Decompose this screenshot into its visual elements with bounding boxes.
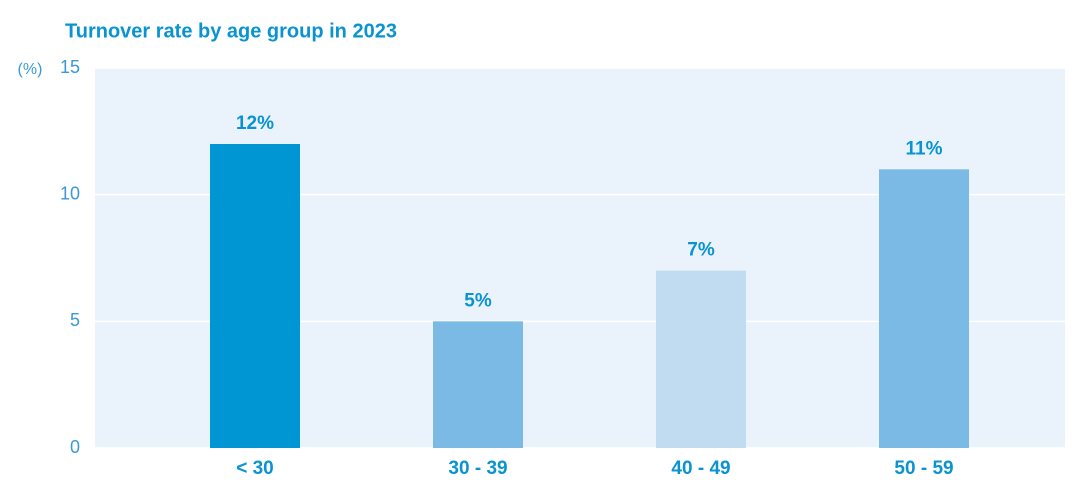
y-tick-label: 15 bbox=[60, 57, 80, 77]
x-tick-label: 30 - 39 bbox=[448, 458, 507, 479]
bar bbox=[210, 144, 300, 448]
value-label: 11% bbox=[906, 138, 943, 159]
x-tick-label: 50 - 59 bbox=[894, 458, 953, 479]
y-axis-label: (%) bbox=[18, 61, 43, 78]
y-tick-label: 5 bbox=[70, 310, 80, 330]
bar bbox=[656, 270, 746, 448]
chart-title: Turnover rate by age group in 2023 bbox=[65, 20, 397, 42]
value-label: 12% bbox=[236, 113, 274, 134]
x-tick-label: < 30 bbox=[236, 458, 274, 479]
x-tick-label: 40 - 49 bbox=[671, 458, 730, 479]
value-label: 7% bbox=[687, 240, 715, 261]
y-tick-label: 10 bbox=[60, 183, 80, 203]
bar bbox=[433, 321, 523, 448]
y-tick-label: 0 bbox=[70, 437, 80, 457]
bar bbox=[879, 169, 969, 449]
value-label: 5% bbox=[464, 290, 492, 311]
